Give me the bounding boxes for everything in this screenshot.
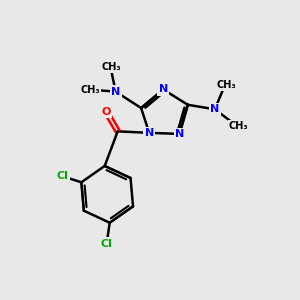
Text: CH₃: CH₃ [81, 85, 100, 95]
Text: CH₃: CH₃ [101, 62, 121, 72]
Text: N: N [175, 129, 184, 139]
Text: N: N [175, 129, 184, 139]
Text: O: O [102, 107, 111, 117]
Text: N: N [159, 85, 168, 94]
Text: CH₃: CH₃ [217, 80, 237, 90]
Text: O: O [102, 107, 111, 117]
Text: N: N [210, 104, 219, 114]
Text: N: N [145, 128, 154, 138]
Text: N: N [210, 104, 219, 114]
Text: N: N [111, 86, 120, 97]
Text: N: N [145, 128, 154, 138]
Text: Cl: Cl [101, 239, 112, 249]
Text: CH₃: CH₃ [229, 121, 249, 131]
Text: N: N [111, 86, 120, 97]
Text: Cl: Cl [57, 171, 69, 181]
Text: Cl: Cl [101, 239, 112, 249]
Text: N: N [159, 85, 168, 94]
Text: Cl: Cl [57, 171, 69, 181]
